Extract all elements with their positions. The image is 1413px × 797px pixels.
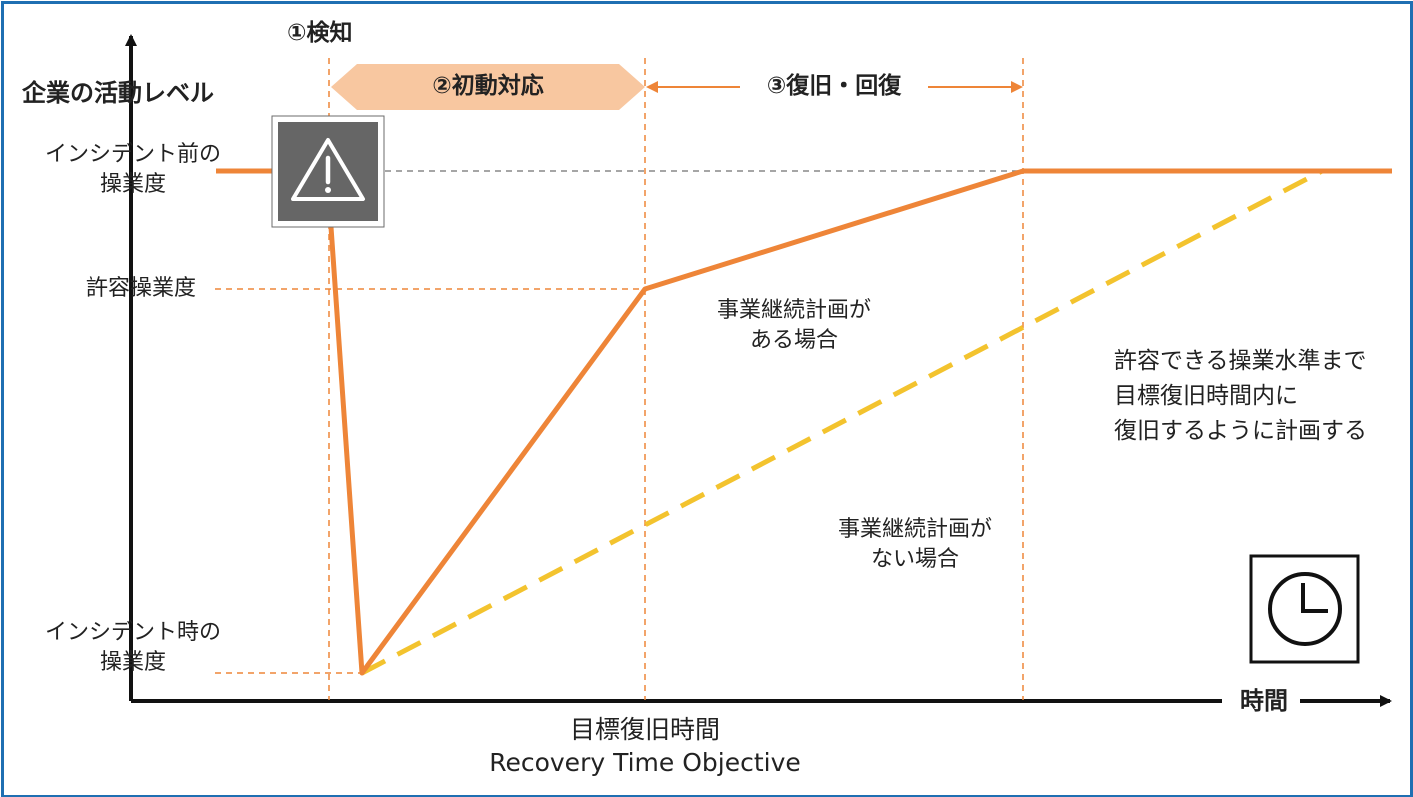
y-axis-label: 企業の活動レベル bbox=[22, 79, 214, 107]
clock-icon bbox=[1249, 554, 1360, 664]
detect-phase-label: ①検知 bbox=[287, 20, 353, 46]
initial-response-band bbox=[331, 64, 645, 110]
without-plan-line bbox=[360, 168, 1324, 676]
initial-response-label: ②初動対応 bbox=[432, 73, 544, 99]
with-plan-label: 事業継続計画が ある場合 bbox=[716, 298, 871, 353]
incident-level-label: インシデント時の 操業度 bbox=[44, 620, 221, 675]
warning-icon bbox=[271, 115, 385, 228]
recovery-phase-label: ③復旧・回復 bbox=[766, 73, 902, 99]
x-axis-label: 時間 bbox=[1240, 687, 1288, 715]
with-plan-recovery-line bbox=[328, 168, 1392, 676]
pre-incident-level-label: インシデント前の 操業度 bbox=[44, 142, 221, 197]
without-plan-label: 事業継続計画が ない場合 bbox=[837, 517, 992, 572]
planning-note: 許容できる操業水準まで 目標復旧時間内に 復旧するように計画する bbox=[1114, 348, 1367, 444]
allowable-level-label: 許容操業度 bbox=[85, 276, 196, 301]
rto-label: 目標復旧時間 Recovery Time Objective bbox=[489, 715, 801, 777]
